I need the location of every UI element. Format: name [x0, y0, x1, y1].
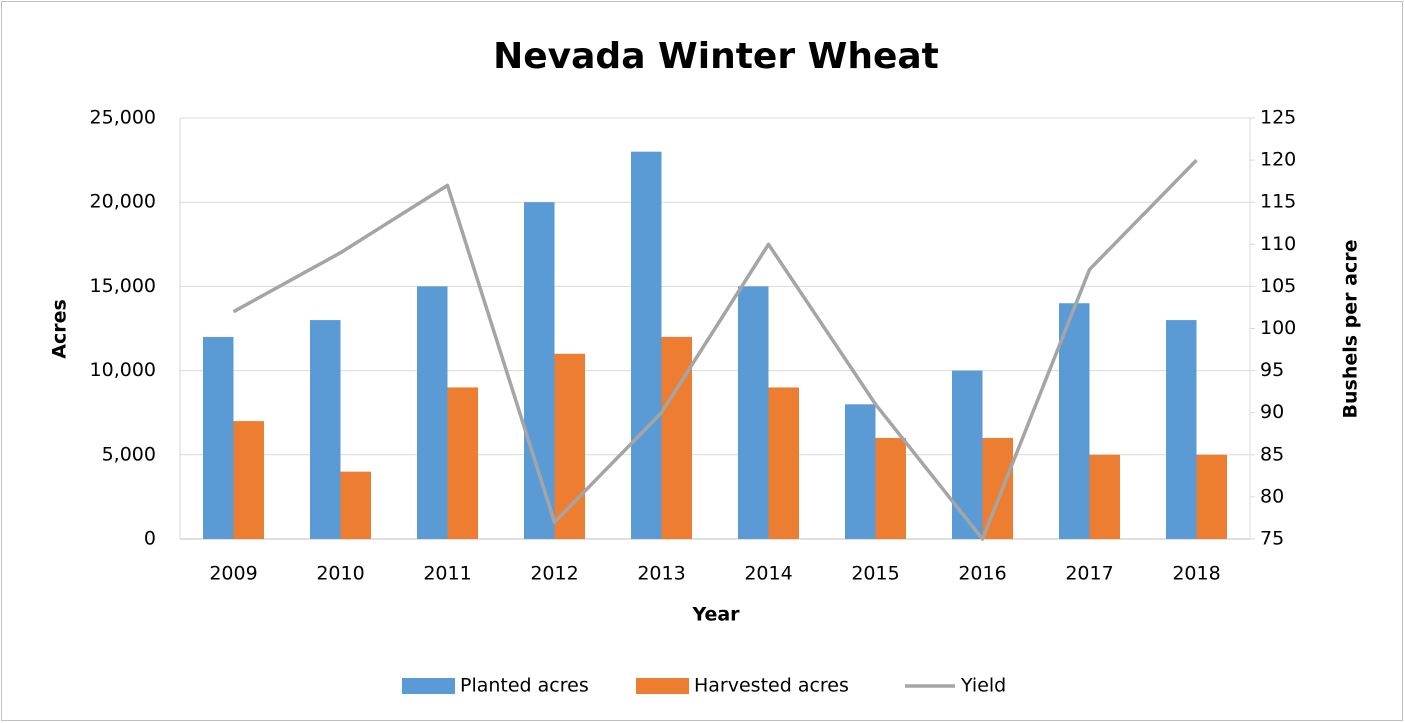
- y-axis-label: Acres: [49, 299, 71, 359]
- bar: [203, 336, 234, 539]
- bar: [875, 437, 906, 539]
- y2-tick-label: 110: [1260, 233, 1296, 255]
- bar: [661, 336, 692, 539]
- bar: [768, 387, 799, 539]
- x-tick-label: 2011: [423, 563, 471, 585]
- legend-label: Planted acres: [460, 675, 589, 697]
- bar: [340, 471, 371, 539]
- line: [232, 158, 1198, 541]
- bar: [417, 286, 448, 539]
- bar: [554, 353, 585, 539]
- y2-tick-label: 100: [1260, 317, 1296, 339]
- bar: [738, 286, 769, 539]
- bar: [1196, 454, 1227, 539]
- y2-tick-label: 75: [1260, 528, 1284, 550]
- legend-label: Yield: [960, 675, 1006, 697]
- legend-swatch: [636, 678, 689, 694]
- y2-tick-label: 95: [1260, 359, 1284, 381]
- y2-tick-label: 85: [1260, 443, 1284, 465]
- x-tick-label: 2013: [637, 563, 685, 585]
- bar: [524, 202, 555, 539]
- x-tick-label: 2010: [316, 563, 364, 585]
- chart-title: Nevada Winter Wheat: [493, 36, 939, 77]
- bar: [631, 151, 662, 539]
- y-tick-label: 0: [144, 528, 156, 550]
- x-tick-label: 2012: [530, 563, 578, 585]
- bar: [1166, 320, 1197, 539]
- y-tick-label: 15,000: [90, 275, 156, 297]
- x-axis-label: Year: [691, 604, 740, 626]
- y-tick-label: 20,000: [90, 191, 156, 213]
- legend-label: Harvested acres: [694, 675, 849, 697]
- x-tick-label: 2014: [744, 563, 792, 585]
- bar: [447, 387, 478, 539]
- bar: [1059, 303, 1090, 539]
- bar: [952, 370, 983, 539]
- x-tick-label: 2009: [209, 563, 257, 585]
- y2-tick-label: 120: [1260, 149, 1296, 171]
- y2-tick-label: 105: [1260, 275, 1296, 297]
- y2-tick-label: 80: [1260, 485, 1284, 507]
- legend-swatch: [402, 678, 455, 694]
- bar: [845, 404, 876, 539]
- y-tick-label: 5,000: [102, 443, 156, 465]
- x-tick-label: 2018: [1172, 563, 1220, 585]
- bar: [310, 320, 341, 539]
- y2-tick-label: 90: [1260, 401, 1284, 423]
- y-tick-label: 25,000: [90, 107, 156, 129]
- x-tick-label: 2017: [1065, 563, 1113, 585]
- bar: [1089, 454, 1120, 539]
- bar: [233, 421, 264, 539]
- y2-axis-label: Bushels per acre: [1340, 240, 1362, 419]
- x-tick-label: 2015: [851, 563, 899, 585]
- x-tick-label: 2016: [958, 563, 1006, 585]
- y2-tick-label: 115: [1260, 191, 1296, 213]
- y-tick-label: 10,000: [90, 359, 156, 381]
- y2-tick-label: 125: [1260, 107, 1296, 129]
